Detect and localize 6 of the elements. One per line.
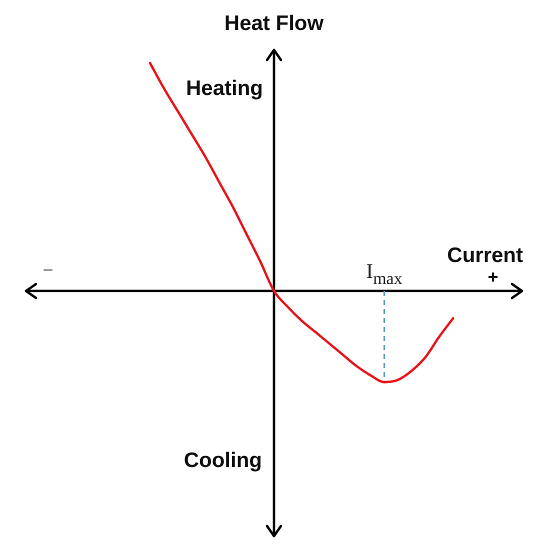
y-axis-title: Heat Flow [224,12,324,35]
annotation: − [42,260,54,280]
text: Cooling [184,449,262,472]
x-axis-title: Current [447,244,523,267]
annotation: Heating [186,77,263,100]
annotation: + [488,266,498,287]
